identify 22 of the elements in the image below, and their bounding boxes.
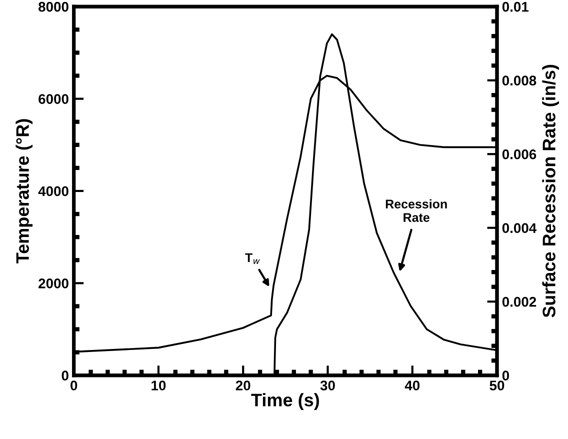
y2-tick-label: 0.002	[502, 296, 536, 307]
x-tick-label: 0	[70, 380, 78, 390]
y-tick-label: 8000	[38, 2, 68, 12]
y-tick-label: 0	[62, 370, 68, 381]
annotation: Recession Rate	[386, 199, 447, 222]
y2-tick-label: 0.006	[502, 149, 536, 160]
y-tick-label: 6000	[38, 94, 68, 104]
annotation: T$_{w}$	[245, 253, 260, 264]
x-tick-label: 30	[320, 380, 335, 390]
x-tick-label: 50	[490, 380, 504, 390]
y-axis-title: Temperature (°R)	[16, 119, 33, 264]
y-tick-label: 2000	[38, 278, 68, 288]
x-tick-label: 20	[236, 380, 250, 390]
y2-tick-label: 0.008	[502, 76, 536, 86]
y-tick-label: 4000	[38, 186, 68, 196]
x-tick-label: 10	[152, 380, 166, 390]
x-tick-label: 40	[404, 380, 420, 390]
y2-axis-title: Surface Recession Rate (in/s)	[542, 64, 559, 318]
y2-tick-label: 0	[502, 370, 510, 381]
y2-tick-label: 0.01	[502, 2, 529, 12]
y2-tick-label: 0.004	[502, 223, 537, 234]
x-axis-title: Time (s)	[251, 393, 319, 410]
